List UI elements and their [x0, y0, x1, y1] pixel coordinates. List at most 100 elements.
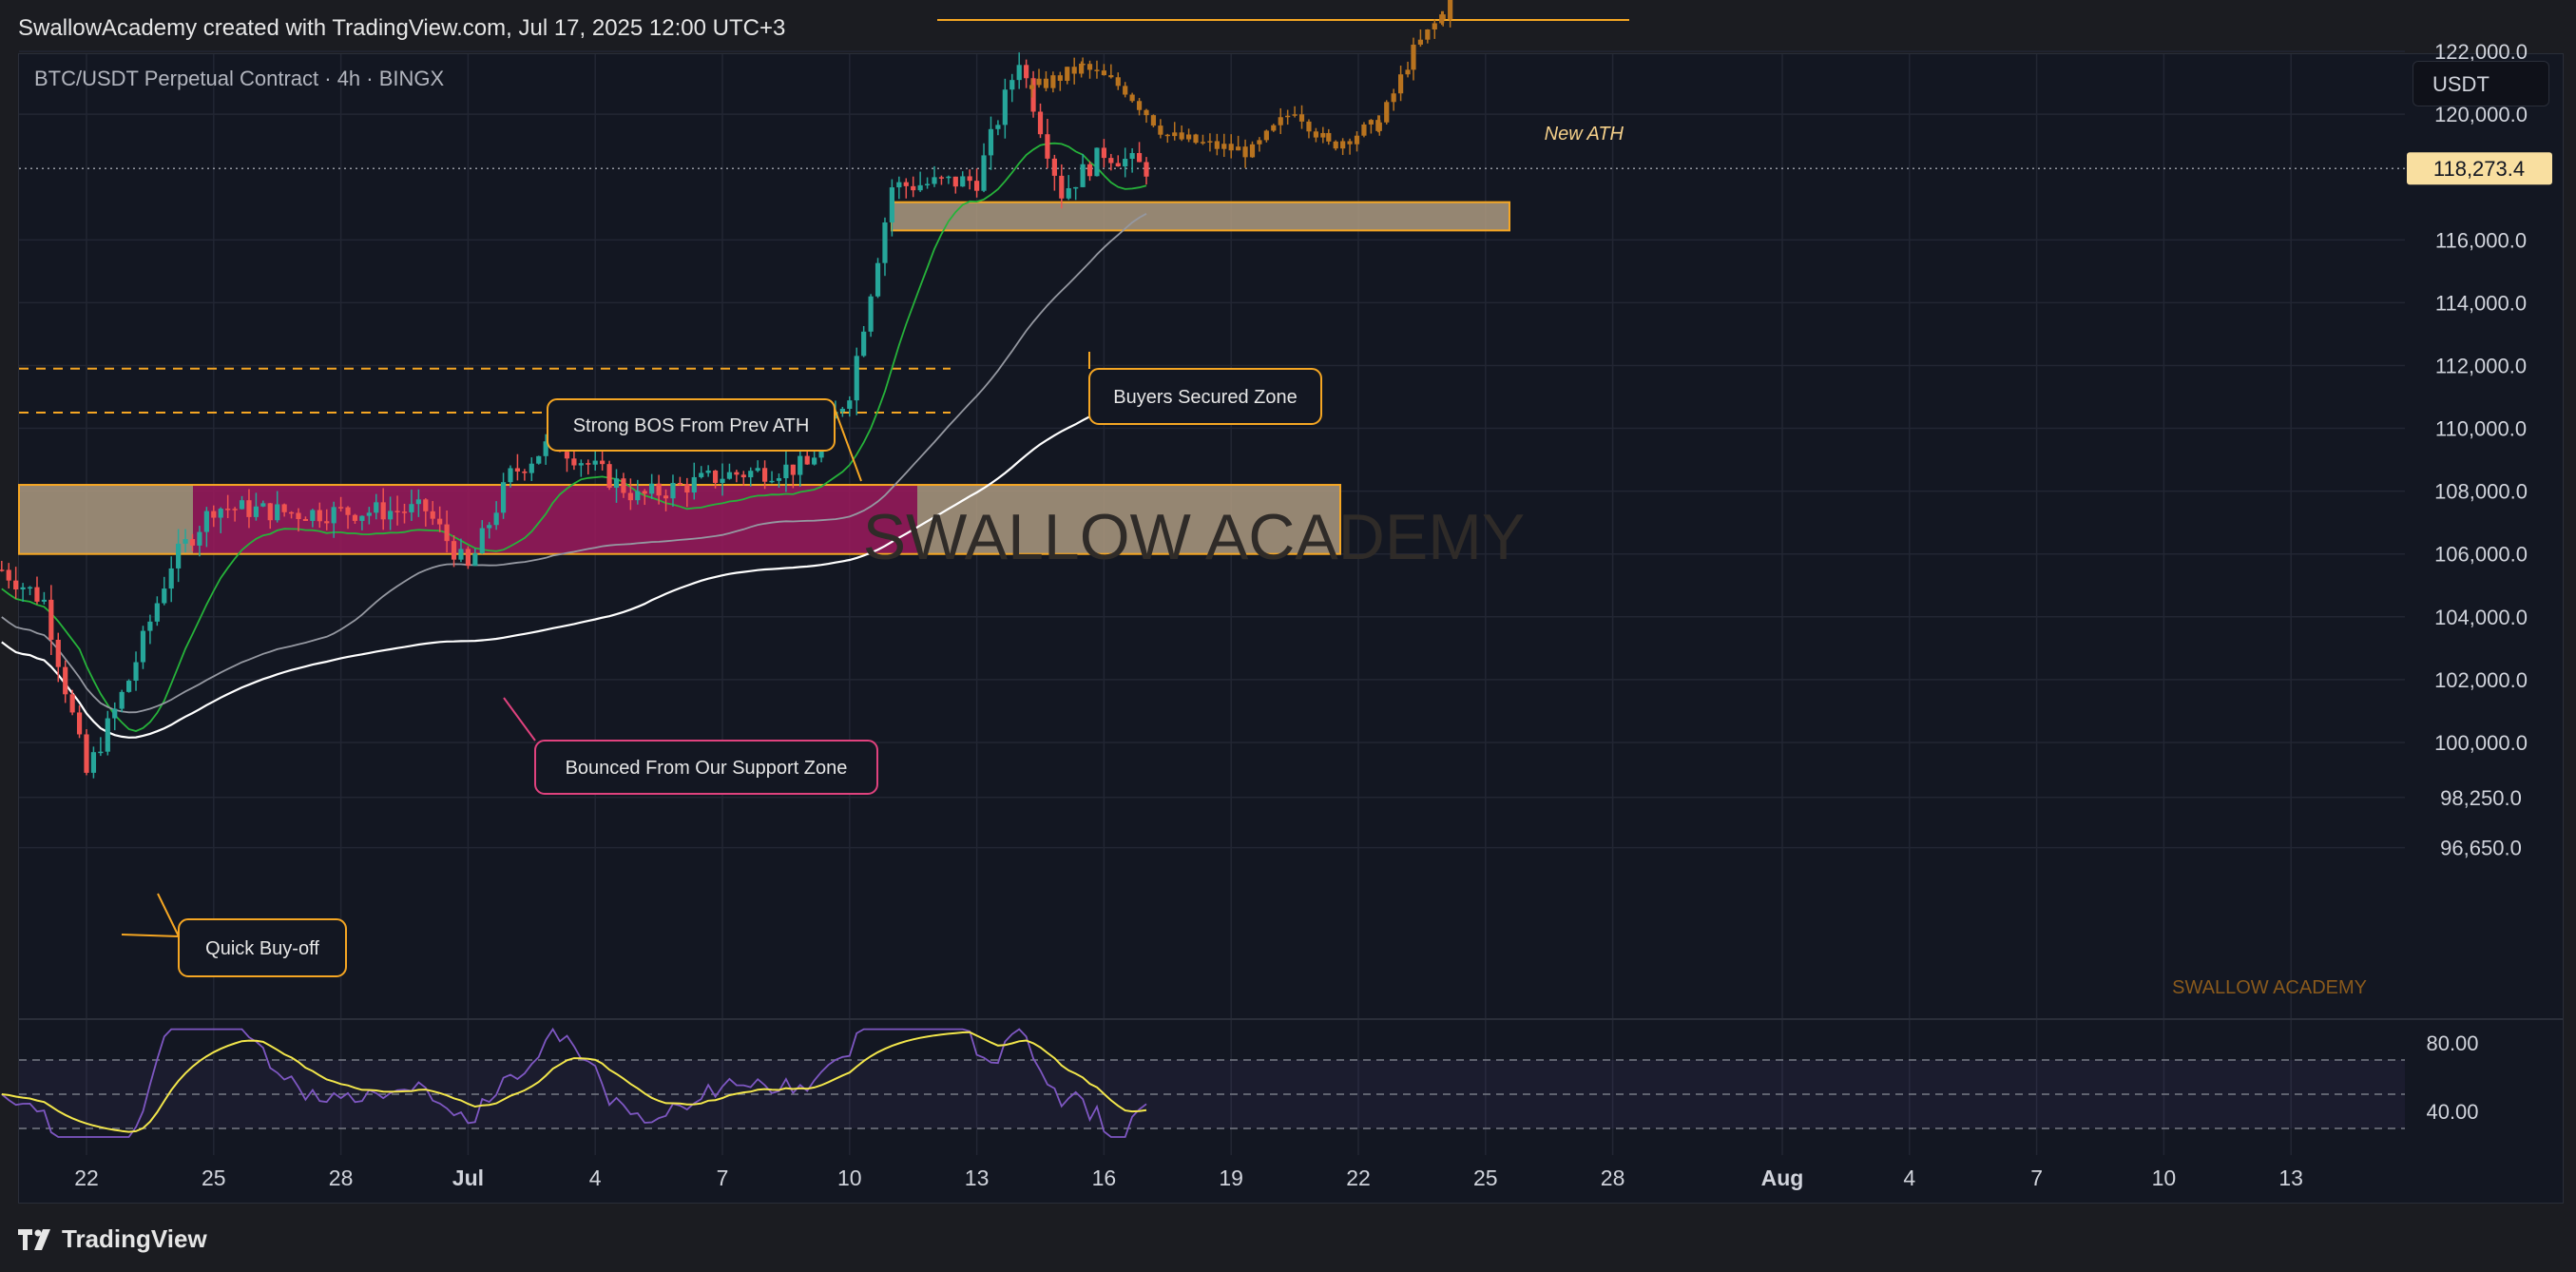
- projection-candle: [1440, 14, 1446, 20]
- x-tick-label: Aug: [1761, 1166, 1804, 1190]
- chart-panel[interactable]: [18, 53, 2564, 1204]
- candle-body: [176, 543, 182, 569]
- candle-body: [465, 549, 471, 567]
- support-zone-active: [193, 485, 917, 554]
- candle-body: [571, 458, 577, 466]
- projection-candle: [1448, 0, 1453, 20]
- y-tick-label: 96,650.0: [2440, 837, 2522, 860]
- projection-candle: [1129, 94, 1135, 102]
- annotations-layer: Strong BOS From Prev ATH Buyers Secured Z…: [121, 124, 2367, 998]
- candle-body: [627, 492, 633, 501]
- tradingview-logo-icon: [18, 1228, 50, 1250]
- candle-body: [444, 524, 450, 542]
- candle-body: [345, 507, 351, 515]
- projection-candle: [1292, 114, 1298, 116]
- candle-body: [734, 472, 740, 475]
- attribution-text: SwallowAcademy created with TradingView.…: [18, 15, 786, 41]
- x-tick-label: 7: [717, 1166, 729, 1190]
- x-tick-label: 4: [1903, 1166, 1915, 1190]
- projection-candle: [1313, 131, 1318, 138]
- bos-callout-box: [547, 398, 836, 452]
- projection-candle: [1079, 63, 1085, 74]
- y-tick-label: 116,000.0: [2435, 228, 2527, 252]
- candle-body: [487, 525, 492, 529]
- candle-body: [288, 511, 295, 514]
- buyoff-callout-text: Quick Buy-off: [205, 938, 319, 959]
- footer-bar: [0, 1204, 2576, 1272]
- candle-body: [1115, 163, 1121, 167]
- candle-body: [621, 478, 626, 493]
- candle-body: [225, 509, 231, 511]
- y-tick-label: 98,250.0: [2440, 786, 2522, 810]
- candle-body: [670, 482, 676, 499]
- candle-body: [586, 463, 591, 465]
- projection-candle: [1306, 121, 1312, 132]
- symbol-label: BTC/USDT Perpetual Contract · 4h · BINGX: [34, 67, 445, 90]
- candle-body: [769, 480, 775, 483]
- x-tick-label: 25: [1473, 1166, 1498, 1190]
- buyoff-callout-pointer: [121, 893, 180, 937]
- candle-body: [861, 331, 867, 357]
- candle-body: [366, 512, 372, 516]
- candle-body: [331, 507, 336, 524]
- candle-body: [1024, 65, 1029, 79]
- projection-candle: [1228, 144, 1234, 151]
- candle-body: [472, 553, 478, 567]
- projection-candle: [1094, 69, 1100, 71]
- candle-body: [423, 499, 429, 511]
- candle-body: [140, 630, 146, 663]
- candle-body: [493, 512, 499, 526]
- candle-body: [415, 499, 421, 505]
- candle-body: [20, 587, 26, 589]
- projection-candle: [1123, 86, 1128, 95]
- candle-body: [712, 470, 719, 483]
- candle-body: [514, 468, 521, 472]
- projection-candle: [1115, 77, 1121, 87]
- projection-candle: [1257, 140, 1262, 145]
- projection-candle: [1080, 63, 1086, 66]
- candle-body: [281, 504, 287, 512]
- rsi-tick-label: 80.00: [2426, 1031, 2478, 1055]
- projection-candle: [1150, 115, 1157, 126]
- candle-body: [1030, 78, 1036, 112]
- candle-body: [183, 539, 188, 544]
- candle-body: [543, 441, 548, 456]
- candle-body: [1123, 159, 1128, 167]
- candle-body: [162, 588, 167, 604]
- candle-body: [500, 482, 507, 513]
- projection-candle: [1071, 67, 1077, 74]
- support-zone-left: [19, 485, 193, 554]
- buyers-callout-box: [1088, 368, 1322, 425]
- candle-body: [783, 464, 789, 479]
- candle-body: [981, 155, 987, 191]
- candle-body: [529, 463, 534, 473]
- currency-button[interactable]: USDT: [2413, 61, 2549, 106]
- candle-body: [63, 666, 68, 695]
- x-tick-label: 7: [2030, 1166, 2043, 1190]
- candle-body: [988, 128, 994, 156]
- candle-body: [932, 177, 937, 184]
- candle-body: [1037, 111, 1044, 135]
- candle-body: [847, 400, 853, 410]
- y-tick-label: 122,000.0: [2434, 40, 2528, 64]
- candle-body: [889, 187, 894, 222]
- candle-body: [296, 512, 301, 519]
- candle-body: [409, 504, 414, 512]
- tradingview-logo[interactable]: TradingView: [18, 1224, 207, 1254]
- candle-body: [41, 599, 47, 602]
- rsi-line: [1, 1027, 1147, 1138]
- candle-body: [98, 751, 104, 754]
- candle-body: [635, 491, 641, 501]
- candle-body: [755, 468, 760, 472]
- candle-body: [27, 587, 33, 589]
- candle-body: [458, 549, 464, 560]
- candle-body: [854, 356, 859, 401]
- projection-candle: [1271, 125, 1277, 131]
- projection-candle: [1391, 93, 1396, 103]
- candle-body: [748, 471, 754, 478]
- candle-body: [119, 691, 125, 709]
- y-tick-label: 110,000.0: [2435, 417, 2527, 441]
- candle-body: [875, 262, 881, 297]
- x-tick-label: 13: [2278, 1166, 2303, 1190]
